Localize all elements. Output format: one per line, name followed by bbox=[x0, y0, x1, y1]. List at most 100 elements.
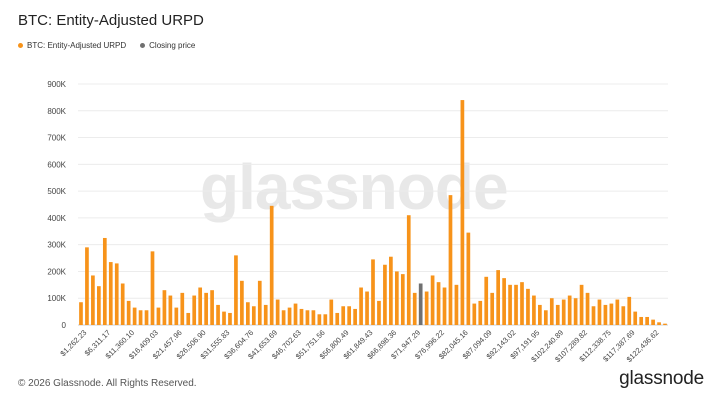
legend-label-urpd: BTC: Entity-Adjusted URPD bbox=[27, 41, 127, 50]
urpd-bar bbox=[293, 303, 298, 325]
urpd-bar bbox=[79, 302, 83, 325]
urpd-bar bbox=[496, 270, 500, 325]
urpd-bar bbox=[621, 306, 626, 325]
urpd-bar bbox=[484, 276, 489, 325]
urpd-bar bbox=[389, 256, 393, 325]
urpd-bar bbox=[538, 304, 542, 325]
urpd-bar bbox=[305, 310, 310, 325]
urpd-bar bbox=[609, 303, 614, 325]
urpd-bar bbox=[323, 314, 328, 325]
urpd-bar bbox=[615, 299, 620, 325]
urpd-bar bbox=[126, 300, 131, 325]
urpd-bar bbox=[478, 300, 483, 325]
urpd-bar bbox=[186, 312, 191, 325]
urpd-bar bbox=[460, 100, 465, 325]
urpd-bar bbox=[657, 322, 661, 325]
copyright-text: © 2026 Glassnode. All Rights Reserved. bbox=[18, 378, 197, 389]
urpd-bar bbox=[251, 306, 256, 325]
chart-title: BTC: Entity-Adjusted URPD bbox=[18, 12, 204, 29]
urpd-bar bbox=[442, 287, 447, 325]
urpd-bar bbox=[526, 288, 530, 325]
urpd-bar bbox=[579, 284, 584, 325]
urpd-bar bbox=[287, 307, 292, 325]
legend-item-closing-price[interactable]: Closing price bbox=[140, 41, 195, 50]
y-tick-label: 100K bbox=[47, 294, 66, 303]
urpd-bar bbox=[633, 311, 638, 325]
urpd-bar bbox=[216, 304, 220, 325]
urpd-bar bbox=[174, 307, 179, 325]
urpd-bar bbox=[335, 312, 340, 325]
urpd-bar bbox=[645, 316, 649, 325]
urpd-bar bbox=[347, 306, 352, 325]
urpd-bar bbox=[394, 271, 399, 325]
urpd-bar bbox=[210, 290, 214, 325]
urpd-bar bbox=[329, 299, 334, 325]
urpd-bar bbox=[454, 284, 459, 325]
urpd-bar bbox=[281, 310, 286, 325]
urpd-bar bbox=[257, 280, 262, 325]
urpd-bar bbox=[508, 284, 512, 325]
closing-price-bar bbox=[418, 283, 423, 325]
urpd-bar bbox=[359, 287, 363, 325]
y-tick-label: 0 bbox=[62, 321, 67, 330]
urpd-bar bbox=[97, 286, 101, 325]
legend: BTC: Entity-Adjusted URPD Closing price bbox=[18, 41, 195, 50]
urpd-bar bbox=[114, 263, 119, 325]
urpd-bar bbox=[436, 282, 441, 325]
urpd-bar bbox=[162, 290, 167, 325]
urpd-bar bbox=[228, 312, 232, 325]
urpd-bar bbox=[150, 251, 155, 325]
y-tick-label: 500K bbox=[47, 187, 66, 196]
urpd-bar bbox=[543, 310, 548, 325]
legend-item-urpd[interactable]: BTC: Entity-Adjusted URPD bbox=[18, 41, 126, 50]
urpd-bar bbox=[299, 308, 304, 325]
urpd-bar bbox=[240, 280, 244, 325]
urpd-bar bbox=[341, 306, 346, 325]
urpd-bar bbox=[406, 215, 411, 325]
urpd-bar bbox=[192, 295, 197, 325]
urpd-bar bbox=[514, 284, 518, 325]
urpd-bar bbox=[412, 292, 417, 325]
urpd-bar bbox=[204, 292, 208, 325]
legend-swatch-closing-price bbox=[140, 43, 146, 48]
urpd-bar bbox=[168, 295, 173, 325]
urpd-bar bbox=[156, 307, 161, 325]
urpd-bar bbox=[400, 274, 405, 325]
urpd-bar bbox=[639, 316, 644, 325]
urpd-bar bbox=[573, 298, 578, 325]
urpd-bar bbox=[108, 262, 113, 325]
urpd-bar bbox=[663, 323, 667, 325]
urpd-bar bbox=[198, 287, 203, 325]
urpd-bar bbox=[383, 264, 387, 325]
legend-label-closing-price: Closing price bbox=[149, 41, 196, 50]
urpd-bar bbox=[102, 237, 107, 325]
urpd-bar bbox=[234, 255, 238, 325]
urpd-bar bbox=[132, 307, 137, 325]
urpd-bar bbox=[263, 304, 268, 325]
urpd-bar bbox=[371, 259, 375, 325]
urpd-bar bbox=[520, 282, 524, 325]
urpd-bar bbox=[591, 306, 596, 325]
urpd-bar bbox=[430, 275, 435, 325]
urpd-bar bbox=[144, 310, 149, 325]
legend-swatch-urpd bbox=[18, 43, 23, 48]
urpd-bar bbox=[502, 278, 506, 325]
urpd-bar bbox=[627, 296, 632, 325]
urpd-bar bbox=[365, 291, 369, 325]
urpd-bar bbox=[246, 302, 250, 325]
urpd-bar bbox=[448, 195, 453, 325]
urpd-bar bbox=[138, 310, 143, 325]
urpd-bar bbox=[555, 304, 560, 325]
urpd-bar bbox=[275, 299, 280, 325]
urpd-bar bbox=[222, 311, 226, 325]
urpd-bar bbox=[91, 275, 95, 325]
urpd-bar bbox=[180, 292, 185, 325]
urpd-bar bbox=[424, 291, 429, 325]
y-tick-label: 300K bbox=[47, 241, 66, 250]
y-tick-label: 400K bbox=[47, 214, 66, 223]
y-tick-label: 600K bbox=[47, 160, 66, 169]
urpd-bar bbox=[269, 205, 274, 325]
urpd-bar bbox=[472, 303, 477, 325]
urpd-bar bbox=[549, 298, 554, 325]
